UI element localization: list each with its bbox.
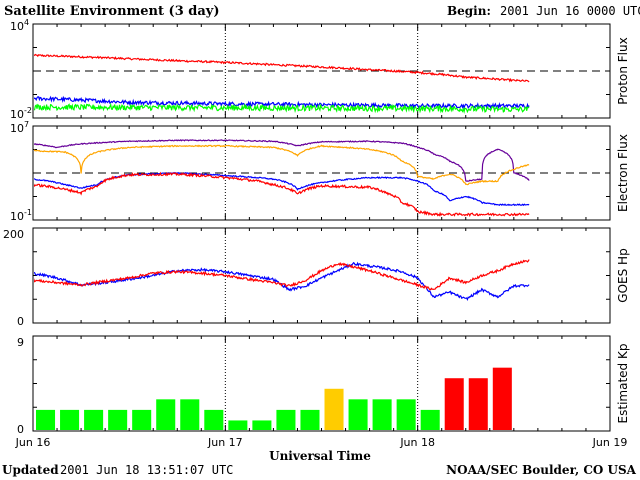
y-tick-label-top: 107 bbox=[10, 120, 29, 135]
y-tick-label-top: 200 bbox=[3, 228, 24, 241]
kp-bar bbox=[300, 409, 320, 430]
chart-title: Satellite Environment (3 day) bbox=[4, 4, 219, 19]
blue-series-line bbox=[34, 95, 530, 110]
series-group bbox=[34, 53, 530, 115]
begin-label: Begin: bbox=[447, 4, 491, 18]
series-group bbox=[34, 259, 530, 301]
x-tick-label: Jun 19 bbox=[592, 436, 628, 449]
x-tick-label: Jun 18 bbox=[399, 436, 435, 449]
electron-flux-panel: 107 10-1 Electron Flux bbox=[10, 120, 630, 223]
updated-label: Updated bbox=[2, 463, 59, 477]
kp-bar bbox=[156, 399, 176, 430]
y-tick-label-bottom: 10-1 bbox=[10, 208, 32, 223]
x-axis-ticks: Jun 16 Jun 17 Jun 18 Jun 19 bbox=[15, 436, 628, 449]
kp-bar bbox=[132, 409, 152, 430]
y-tick-label-bottom: 10-2 bbox=[10, 106, 32, 121]
x-tick-label: Jun 16 bbox=[15, 436, 51, 449]
blue-series-line bbox=[34, 171, 530, 207]
y-tick-label-bottom: 0 bbox=[17, 315, 24, 328]
kp-bar bbox=[276, 409, 296, 430]
purple-series-line bbox=[34, 139, 530, 182]
panel-frame bbox=[32, 227, 611, 324]
kp-bar bbox=[420, 409, 440, 430]
red-series-line bbox=[34, 171, 530, 217]
updated-value: 2001 Jun 18 13:51:07 UTC bbox=[60, 463, 233, 477]
x-tick-label: Jun 17 bbox=[207, 436, 243, 449]
panel-label: GOES Hp bbox=[616, 248, 630, 302]
orange-series-line bbox=[34, 144, 530, 186]
series-group bbox=[34, 139, 530, 217]
kp-bar bbox=[372, 399, 392, 430]
goes-hp-panel: 200 0 GOES Hp bbox=[3, 227, 630, 328]
kp-bar bbox=[60, 409, 80, 430]
kp-bar bbox=[36, 409, 56, 430]
red-series-line bbox=[34, 259, 530, 291]
kp-bar bbox=[180, 399, 200, 430]
kp-bar bbox=[396, 399, 416, 430]
source-credit: NOAA/SEC Boulder, CO USA bbox=[446, 463, 637, 477]
kp-bar bbox=[444, 378, 464, 430]
panel-label: Electron Flux bbox=[616, 134, 630, 212]
kp-bar bbox=[204, 409, 224, 430]
y-tick-label-top: 104 bbox=[10, 18, 29, 33]
x-axis-label: Universal Time bbox=[269, 449, 371, 463]
kp-bar bbox=[108, 409, 128, 430]
kp-bar bbox=[492, 367, 512, 430]
kp-bar bbox=[468, 378, 488, 430]
y-tick-label-top: 9 bbox=[17, 336, 24, 349]
estimated-kp-panel: 9 0 Estimated Kp bbox=[17, 335, 630, 436]
panel-label: Estimated Kp bbox=[616, 344, 630, 424]
y-tick-label-bottom: 0 bbox=[17, 423, 24, 436]
kp-bar bbox=[228, 420, 248, 430]
kp-bar bbox=[348, 399, 368, 430]
kp-bar bbox=[252, 420, 272, 430]
kp-bar bbox=[84, 409, 104, 430]
begin-value: 2001 Jun 16 0000 UTC bbox=[500, 4, 640, 18]
kp-bar bbox=[324, 388, 344, 430]
green-series-line bbox=[34, 102, 530, 115]
panel-label: Proton Flux bbox=[616, 37, 630, 104]
red-series-line bbox=[34, 53, 530, 83]
proton-flux-panel: 104 10-2 Proton Flux bbox=[10, 18, 630, 121]
